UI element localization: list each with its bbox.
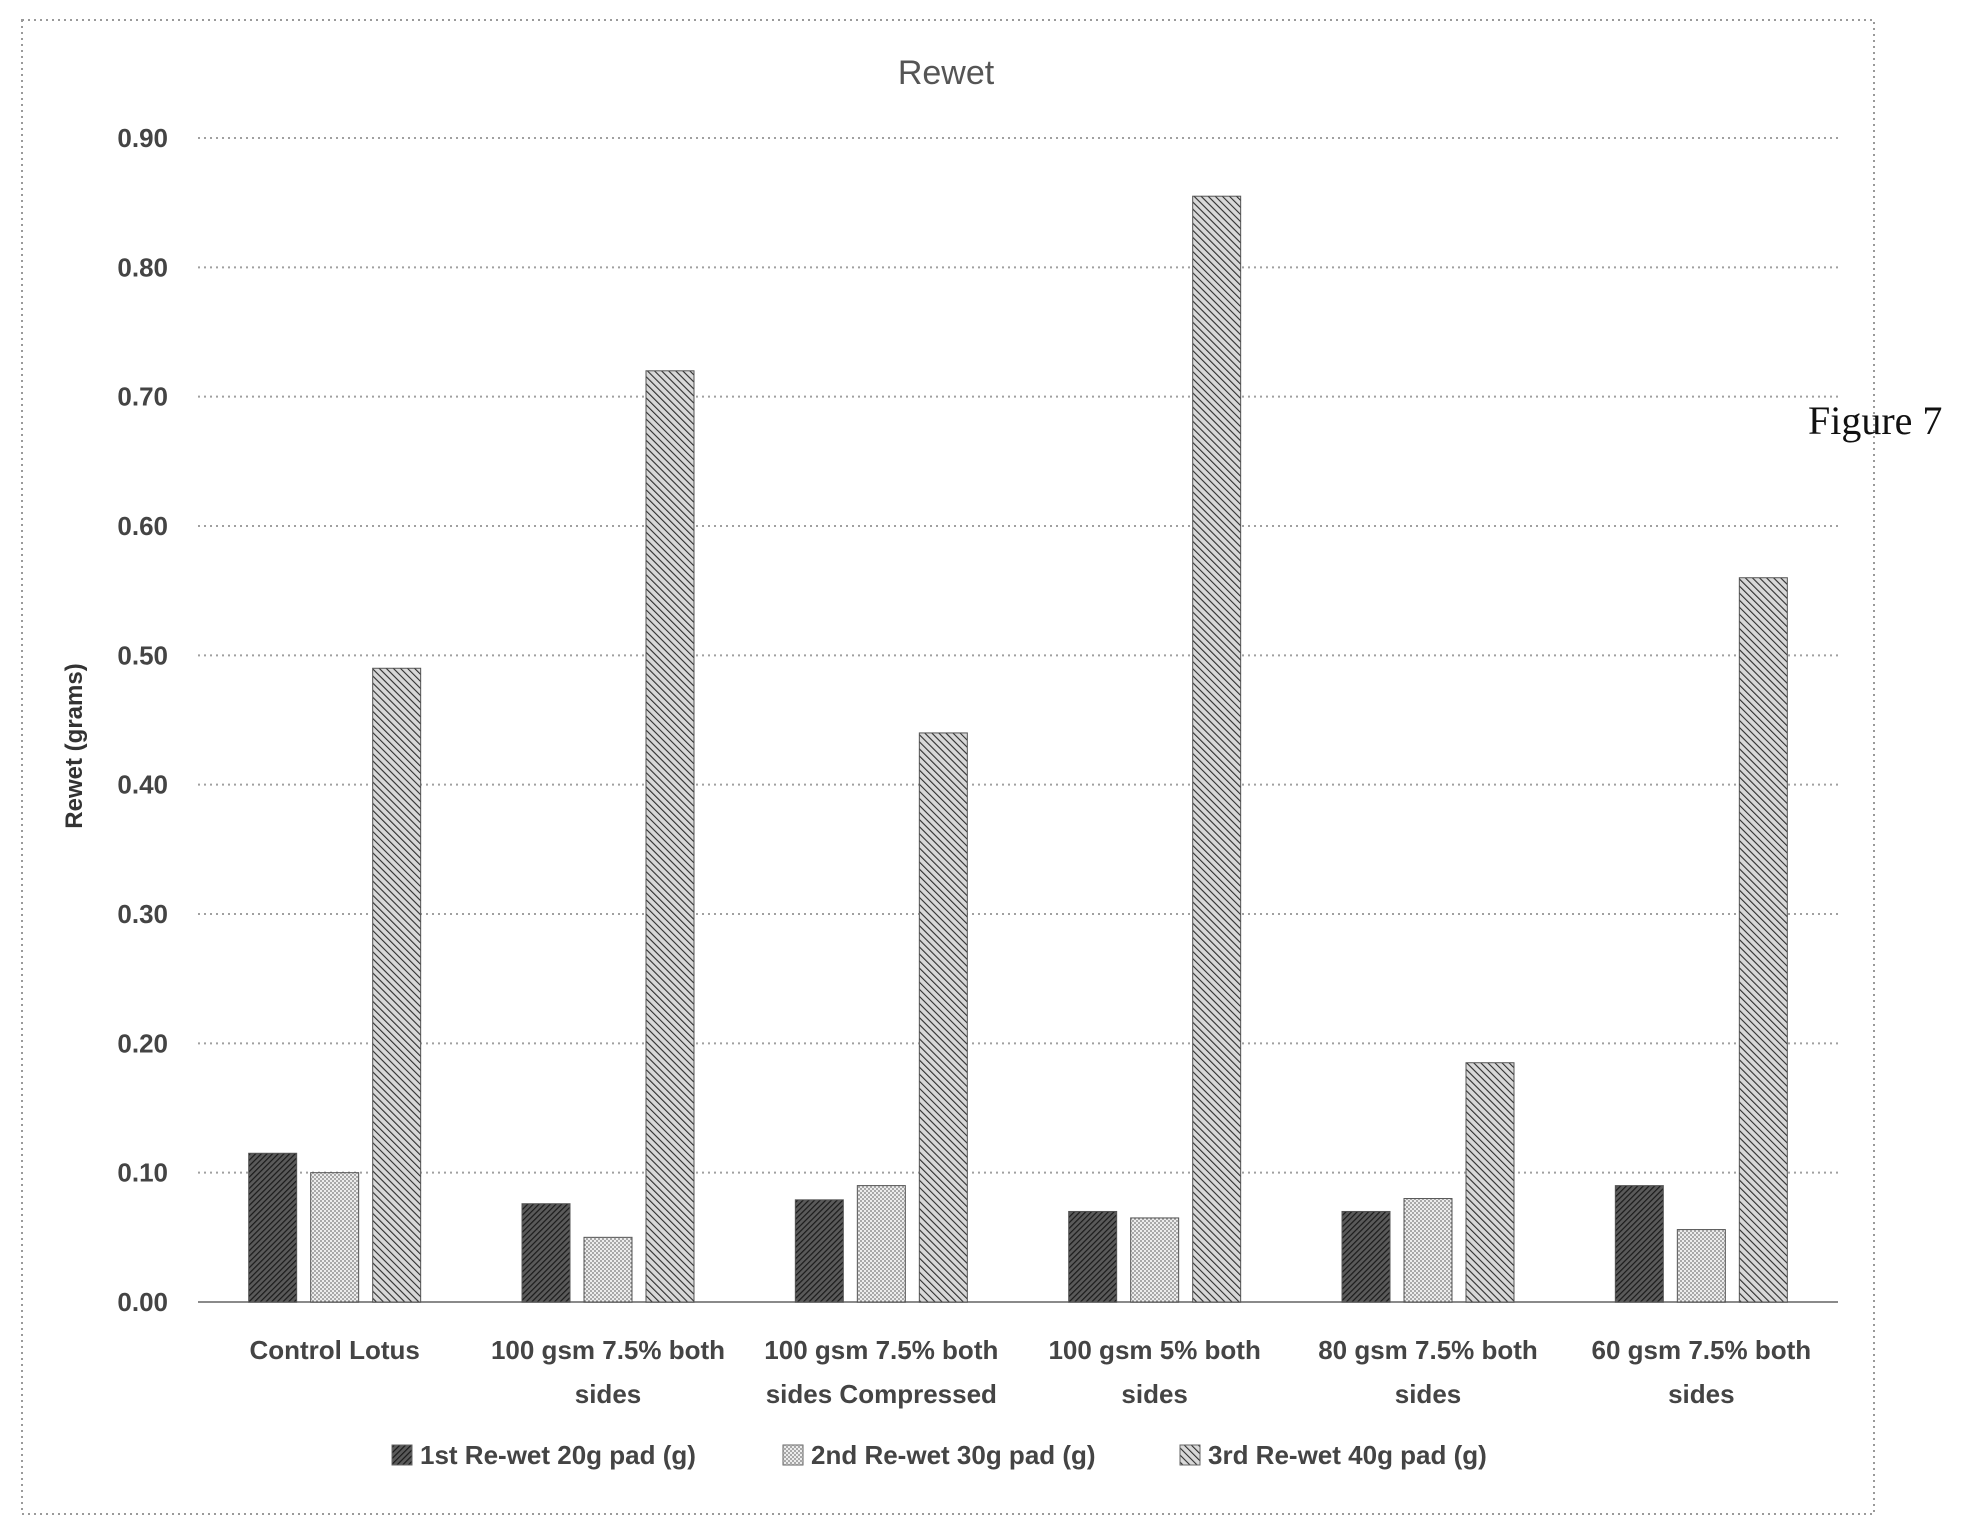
legend: 1st Re-wet 20g pad (g) 2nd Re-wet 30g pad… [391, 1440, 1487, 1470]
x-category-label: sides [1395, 1379, 1462, 1409]
bar-series-1 [1341, 1210, 1391, 1303]
legend-swatch-1 [391, 1444, 413, 1466]
bars [248, 195, 1788, 1303]
x-category-label: sides Compressed [766, 1379, 997, 1409]
y-tick-label: 0.60 [117, 511, 168, 541]
y-tick-label: 0.70 [117, 382, 168, 412]
legend-swatch-3 [1179, 1444, 1201, 1466]
bar-series-1 [248, 1152, 298, 1303]
y-tick-label: 0.20 [117, 1028, 168, 1058]
legend-label-3: 3rd Re-wet 40g pad (g) [1208, 1440, 1487, 1470]
bar-series-1 [521, 1203, 571, 1303]
figure-label: Figure 7 [1808, 398, 1942, 443]
y-tick-labels: 0.00 0.10 0.20 0.30 0.40 0.50 0.60 0.70 0.80 0.90 [117, 123, 168, 1317]
chart-title: Rewet [898, 54, 995, 92]
chart-border [21, 19, 1875, 1515]
bar-series-2 [583, 1236, 633, 1303]
y-axis-label: Rewet (grams) [61, 663, 88, 828]
y-tick-label: 0.10 [117, 1158, 168, 1188]
bar-series-2 [856, 1185, 906, 1303]
legend-label-1: 1st Re-wet 20g pad (g) [420, 1440, 696, 1470]
x-category-label: sides [1121, 1379, 1188, 1409]
bar-series-3 [645, 370, 695, 1303]
x-category-label: 100 gsm 5% both [1048, 1335, 1260, 1365]
bar-series-3 [1738, 577, 1788, 1303]
y-tick-label: 0.50 [117, 640, 168, 670]
bar-series-2 [1403, 1198, 1453, 1303]
y-tick-label: 0.90 [117, 123, 168, 153]
bar-series-3 [1465, 1062, 1515, 1303]
x-category-label: sides [1668, 1379, 1735, 1409]
y-tick-label: 0.40 [117, 770, 168, 800]
bar-series-3 [372, 667, 422, 1303]
x-category-label: 60 gsm 7.5% both [1592, 1335, 1812, 1365]
legend-swatch-2 [782, 1444, 804, 1466]
gridlines [198, 137, 1838, 1303]
bar-series-1 [1068, 1210, 1118, 1303]
y-tick-label: 0.30 [117, 899, 168, 929]
bar-series-3 [918, 732, 968, 1303]
bar-series-3 [1192, 195, 1242, 1303]
x-category-labels: Control Lotus 100 gsm 7.5% both sides 100 g… [249, 1335, 1811, 1409]
x-category-label: 80 gsm 7.5% both [1318, 1335, 1538, 1365]
legend-label-2: 2nd Re-wet 30g pad (g) [811, 1440, 1096, 1470]
y-tick-label: 0.80 [117, 252, 168, 282]
x-category-label: 100 gsm 7.5% both [491, 1335, 725, 1365]
bar-series-2 [310, 1172, 360, 1303]
x-category-label: sides [575, 1379, 642, 1409]
bar-series-1 [794, 1199, 844, 1303]
bar-series-2 [1676, 1229, 1726, 1303]
x-category-label: 100 gsm 7.5% both [764, 1335, 998, 1365]
bar-series-2 [1130, 1217, 1180, 1303]
y-tick-label: 0.00 [117, 1287, 168, 1317]
bar-series-1 [1614, 1185, 1664, 1303]
x-category-label: Control Lotus [249, 1335, 419, 1365]
